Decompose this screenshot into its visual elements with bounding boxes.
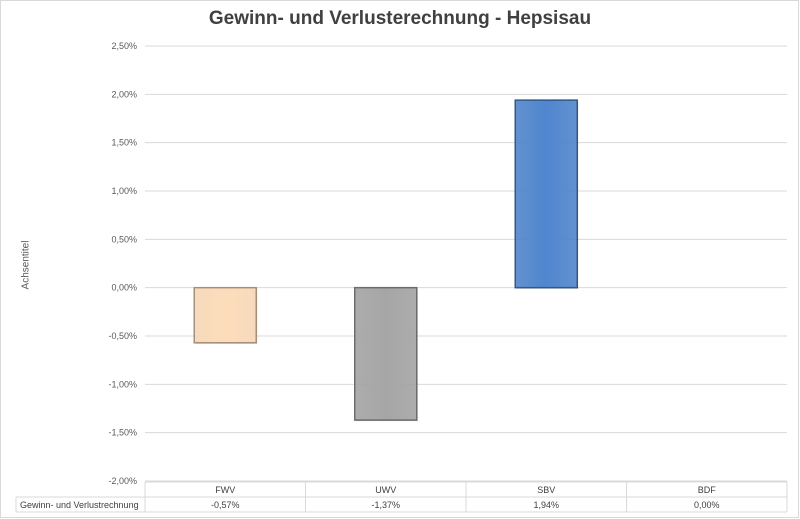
y-tick-label: -1,00% <box>108 379 137 389</box>
data-table-value: -0,57% <box>211 500 240 510</box>
x-category-label: BDF <box>698 485 717 495</box>
data-table-value: 0,00% <box>694 500 720 510</box>
y-tick-label: -1,50% <box>108 428 137 438</box>
series-name: Gewinn- und Verlustrechnung <box>20 500 139 510</box>
x-category-label: UWV <box>375 485 396 495</box>
data-table-value: 1,94% <box>533 500 559 510</box>
bar-uwv <box>354 286 418 421</box>
data-table-value: -1,37% <box>371 500 400 510</box>
y-tick-label: 2,50% <box>111 41 137 51</box>
y-tick-label: 0,50% <box>111 234 137 244</box>
x-category-label: FWV <box>215 485 235 495</box>
y-tick-label: -0,50% <box>108 331 137 341</box>
bar-sbv <box>514 99 578 289</box>
bar-fwv <box>193 286 257 344</box>
y-tick-label: 1,50% <box>111 138 137 148</box>
x-category-label: SBV <box>537 485 555 495</box>
chart-title: Gewinn- und Verlusterechnung - Hepsisau <box>208 8 592 29</box>
y-tick-label: 1,00% <box>111 186 137 196</box>
y-tick-label: 0,00% <box>111 283 137 293</box>
y-tick-label: 2,00% <box>111 89 137 99</box>
y-tick-label: -2,00% <box>108 476 137 486</box>
